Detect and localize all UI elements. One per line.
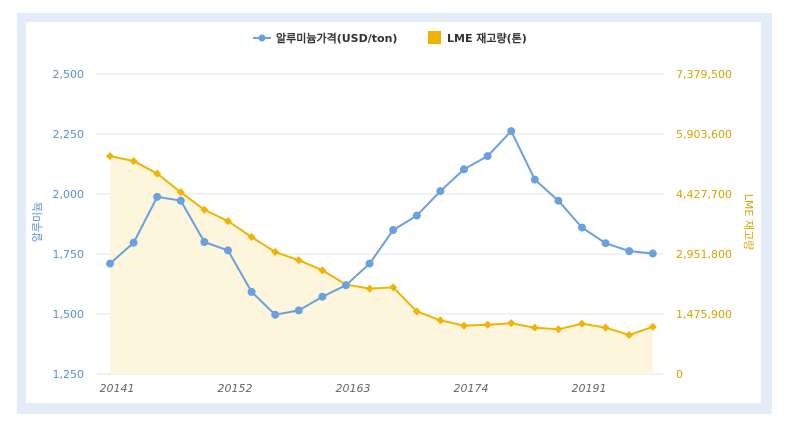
right-tick-label: 4,427,700 — [676, 188, 732, 201]
x-axis-ticks: 20141 20152 20163 20174 20191 — [100, 382, 607, 395]
price-point — [294, 306, 303, 315]
price-series-line — [109, 129, 653, 316]
left-tick-label: 1,750 — [53, 248, 85, 261]
stock-series-line — [109, 155, 654, 337]
price-point — [176, 196, 185, 205]
stock-point — [294, 256, 303, 265]
stock-point — [436, 316, 445, 325]
legend-price-label: 알루미늄가격(USD/ton) — [276, 31, 397, 45]
stock-point — [129, 156, 138, 165]
x-tick-label: 20141 — [100, 382, 135, 395]
price-point — [530, 175, 539, 184]
stock-point — [224, 217, 232, 226]
stock-point — [365, 284, 374, 293]
left-tick-label: 1,250 — [53, 368, 85, 381]
stock-point — [176, 188, 185, 197]
right-tick-label: 2,951,800 — [676, 248, 732, 261]
legend-stock-label: LME 재고량(톤) — [447, 31, 527, 45]
stock-point — [507, 319, 516, 328]
price-point — [412, 211, 421, 220]
price-point — [648, 249, 657, 258]
price-point — [153, 192, 162, 201]
stock-series-points — [106, 152, 657, 339]
price-point — [200, 238, 209, 246]
stock-point — [530, 323, 539, 332]
price-point — [129, 238, 138, 247]
right-axis-title: LME 재고량 — [742, 194, 755, 250]
price-point — [578, 223, 586, 232]
left-tick-label: 2,500 — [53, 68, 85, 81]
right-tick-label: 1,475,900 — [676, 308, 732, 321]
right-tick-label: 5,903,600 — [676, 128, 732, 141]
stock-point — [318, 266, 327, 275]
stock-point — [460, 321, 468, 330]
right-tick-label: 7,379,500 — [676, 68, 732, 81]
price-point — [460, 165, 468, 174]
right-tick-label: 0 — [676, 368, 683, 381]
price-point — [247, 287, 256, 296]
stock-point — [554, 325, 563, 334]
x-tick-label: 20152 — [218, 382, 253, 395]
stock-point — [153, 169, 162, 178]
price-point — [625, 247, 634, 256]
legend-stock-square-icon — [428, 31, 441, 44]
price-point — [271, 310, 280, 319]
legend-price-circle-icon — [258, 34, 266, 42]
stock-point — [625, 330, 634, 339]
legend: 알루미늄가격(USD/ton) LME 재고량(톤) — [253, 31, 527, 45]
left-axis-title: 알루미늄 — [30, 202, 44, 242]
stock-area-fill — [110, 156, 653, 374]
price-point — [318, 292, 327, 301]
stock-point — [247, 232, 256, 241]
legend-item-stock[interactable]: LME 재고량(톤) — [428, 31, 527, 45]
price-point — [389, 226, 398, 234]
stock-point — [389, 283, 398, 292]
stock-point — [200, 205, 209, 214]
left-axis-ticks: 1,250 1,500 1,750 2,000 2,250 2,500 — [53, 68, 85, 381]
stock-point — [106, 152, 114, 161]
stock-point — [648, 322, 657, 331]
stock-point — [601, 323, 610, 332]
price-point — [601, 239, 610, 248]
legend-item-price[interactable]: 알루미늄가격(USD/ton) — [253, 31, 397, 45]
left-tick-label: 1,500 — [53, 308, 85, 321]
stock-point — [483, 320, 492, 329]
left-tick-label: 2,250 — [53, 128, 85, 141]
x-tick-label: 20191 — [572, 382, 607, 395]
x-tick-label: 20163 — [336, 382, 371, 395]
price-point — [436, 187, 445, 196]
price-point — [106, 259, 114, 268]
x-tick-label: 20174 — [454, 382, 489, 395]
left-tick-label: 2,000 — [53, 188, 85, 201]
right-axis-ticks: 0 1,475,900 2,951,800 4,427,700 5,903,600 7,3… — [676, 68, 732, 381]
price-point — [507, 127, 516, 136]
price-series-points — [106, 127, 657, 319]
price-point — [224, 246, 232, 255]
stock-point — [271, 248, 280, 257]
price-point — [365, 259, 374, 268]
stock-point — [578, 319, 586, 328]
stock-point — [412, 307, 421, 316]
price-point — [554, 196, 563, 205]
price-point — [483, 152, 492, 161]
price-point — [342, 281, 350, 290]
